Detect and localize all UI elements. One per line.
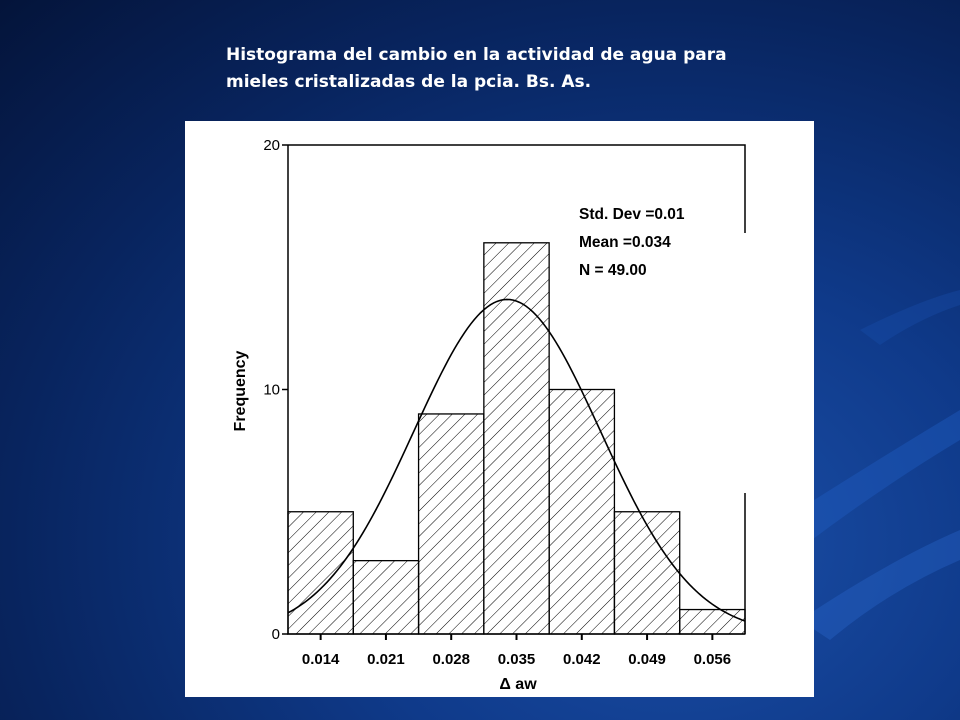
histogram-bar bbox=[352, 559, 420, 635]
histogram-bar bbox=[483, 242, 550, 635]
ticks-layer: 0.014 0.021 0.028 0.035 0.042 0.049 0.056 0 10 20 bbox=[263, 137, 731, 668]
x-axis-label: Δ aw bbox=[499, 676, 537, 693]
histogram-figure: 0.014 0.021 0.028 0.035 0.042 0.049 0.056 0 10 20… bbox=[185, 121, 814, 697]
slide-title-line-2: mieles cristalizadas de la pcia. Bs. As. bbox=[226, 72, 592, 92]
x-tick-label: 0.056 bbox=[694, 651, 732, 668]
y-axis-label: Frequency bbox=[232, 350, 249, 431]
histogram-bar bbox=[417, 413, 485, 635]
stats-n: N = 49.00 bbox=[579, 262, 647, 279]
histogram-bar bbox=[613, 511, 681, 635]
histogram-bar bbox=[548, 388, 616, 635]
normal-curve bbox=[287, 298, 746, 622]
slide-title: Histograma del cambio en la actividad de… bbox=[226, 42, 826, 96]
x-tick-label: 0.042 bbox=[563, 651, 601, 668]
y-tick-label: 10 bbox=[263, 382, 280, 399]
x-tick-label: 0.035 bbox=[498, 651, 536, 668]
y-tick-label: 20 bbox=[263, 137, 280, 154]
stats-mean: Mean =0.034 bbox=[579, 234, 671, 251]
x-tick-label: 0.049 bbox=[628, 651, 666, 668]
y-tick-label: 0 bbox=[272, 626, 280, 643]
x-tick-label: 0.014 bbox=[302, 651, 340, 668]
bars-layer bbox=[287, 242, 746, 635]
slide-title-line-1: Histograma del cambio en la actividad de… bbox=[226, 45, 727, 65]
histogram-bar bbox=[679, 608, 746, 635]
histogram-bar bbox=[287, 511, 354, 635]
stats-std-dev: Std. Dev =0.01 bbox=[579, 206, 685, 223]
x-tick-label: 0.021 bbox=[367, 651, 405, 668]
histogram-chart: 0.014 0.021 0.028 0.035 0.042 0.049 0.056 0 10 20… bbox=[232, 137, 746, 693]
x-tick-label: 0.028 bbox=[432, 651, 470, 668]
